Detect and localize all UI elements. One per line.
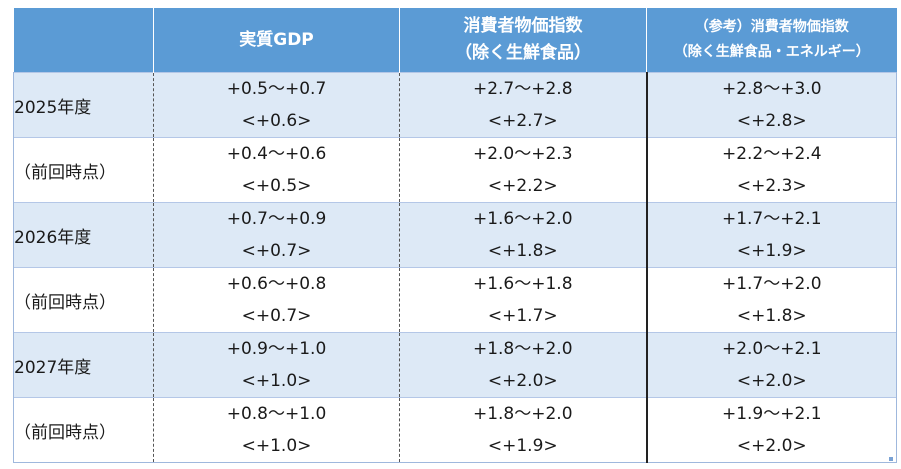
- core-cpi-range: +2.8～+3.0: [721, 79, 822, 99]
- cpi-cell: +2.0～+2.3 <+2.2>: [399, 137, 647, 203]
- row-label: （前回時点）: [13, 267, 154, 333]
- table-row: 2025年度 +0.5～+0.7 <+0.6> +2.7～+2.8 <+2.7>…: [13, 72, 897, 138]
- cpi-median: <+2.2>: [487, 176, 558, 196]
- header-real-gdp-label: 実質GDP: [239, 29, 314, 50]
- cpi-median: <+1.9>: [487, 436, 558, 456]
- gdp-range: +0.8～+1.0: [226, 404, 327, 424]
- cpi-cell: +2.7～+2.8 <+2.7>: [399, 72, 647, 138]
- core-cpi-cell: +2.2～+2.4 <+2.3>: [645, 137, 897, 203]
- cpi-median: <+1.7>: [487, 306, 558, 326]
- core-cpi-median: <+1.9>: [736, 241, 807, 261]
- table-row: （前回時点） +0.6～+0.8 <+0.7> +1.6～+1.8 <+1.7>…: [13, 267, 897, 333]
- table-row: 2027年度 +0.9～+1.0 <+1.0> +1.8～+2.0 <+2.0>…: [13, 332, 897, 398]
- header-real-gdp: 実質GDP: [153, 8, 400, 73]
- core-cpi-median: <+1.8>: [736, 306, 807, 326]
- gdp-median: <+0.6>: [241, 111, 312, 131]
- gdp-cell: +0.9～+1.0 <+1.0>: [153, 332, 400, 398]
- core-cpi-range: +1.7～+2.1: [721, 209, 822, 229]
- table-header: 実質GDP 消費者物価指数 （除く生鮮食品） （参考）消費者物価指数 （除く生鮮…: [13, 8, 897, 73]
- core-cpi-range: +1.7～+2.0: [721, 274, 822, 294]
- cpi-range: +1.6～+2.0: [472, 209, 573, 229]
- cpi-cell: +1.8～+2.0 <+1.9>: [399, 397, 647, 463]
- core-cpi-range: +2.2～+2.4: [721, 144, 822, 164]
- cpi-cell: +1.8～+2.0 <+2.0>: [399, 332, 647, 398]
- gdp-median: <+0.7>: [241, 306, 312, 326]
- gdp-cell: +0.5～+0.7 <+0.6>: [153, 72, 400, 138]
- row-label: 2025年度: [13, 72, 154, 138]
- gdp-range: +0.6～+0.8: [226, 274, 327, 294]
- forecast-table: 実質GDP 消費者物価指数 （除く生鮮食品） （参考）消費者物価指数 （除く生鮮…: [13, 8, 897, 463]
- cpi-cell: +1.6～+2.0 <+1.8>: [399, 202, 647, 268]
- header-row: 実質GDP 消費者物価指数 （除く生鮮食品） （参考）消費者物価指数 （除く生鮮…: [13, 8, 897, 73]
- core-cpi-median: <+2.8>: [736, 111, 807, 131]
- core-cpi-median: <+2.3>: [736, 176, 807, 196]
- core-cpi-median: <+2.0>: [736, 371, 807, 391]
- cpi-cell: +1.6～+1.8 <+1.7>: [399, 267, 647, 333]
- core-cpi-cell: +1.7～+2.0 <+1.8>: [645, 267, 897, 333]
- core-cpi-cell: +2.8～+3.0 <+2.8>: [645, 72, 897, 138]
- header-corner: [13, 8, 154, 73]
- header-cpi: 消費者物価指数 （除く生鮮食品）: [399, 8, 647, 73]
- core-cpi-median: <+2.0>: [736, 436, 807, 456]
- gdp-cell: +0.8～+1.0 <+1.0>: [153, 397, 400, 463]
- core-cpi-cell: +1.9～+2.1 <+2.0>: [645, 397, 897, 463]
- cpi-median: <+2.7>: [487, 111, 558, 131]
- gdp-range: +0.7～+0.9: [226, 209, 327, 229]
- table-row: （前回時点） +0.4～+0.6 <+0.5> +2.0～+2.3 <+2.2>…: [13, 137, 897, 203]
- gdp-median: <+1.0>: [241, 436, 312, 456]
- gdp-range: +0.9～+1.0: [226, 339, 327, 359]
- gdp-median: <+0.7>: [241, 241, 312, 261]
- gdp-median: <+1.0>: [241, 371, 312, 391]
- gdp-cell: +0.7～+0.9 <+0.7>: [153, 202, 400, 268]
- header-core-cpi-line2: （除く生鮮食品・エネルギー）: [673, 44, 870, 60]
- row-label: 2027年度: [13, 332, 154, 398]
- gdp-range: +0.5～+0.7: [226, 79, 327, 99]
- core-cpi-range: +2.0～+2.1: [721, 339, 822, 359]
- gdp-cell: +0.6～+0.8 <+0.7>: [153, 267, 400, 333]
- resize-handle-mark: [889, 457, 893, 461]
- table-body: 2025年度 +0.5～+0.7 <+0.6> +2.7～+2.8 <+2.7>…: [13, 72, 897, 463]
- row-label: （前回時点）: [13, 397, 154, 463]
- table-row: 2026年度 +0.7～+0.9 <+0.7> +1.6～+2.0 <+1.8>…: [13, 202, 897, 268]
- core-cpi-range: +1.9～+2.1: [721, 404, 822, 424]
- header-core-cpi: （参考）消費者物価指数 （除く生鮮食品・エネルギー）: [646, 8, 897, 73]
- cpi-median: <+1.8>: [487, 241, 558, 261]
- header-core-cpi-line1: （参考）消費者物価指数: [694, 19, 849, 35]
- cpi-range: +2.7～+2.8: [472, 79, 573, 99]
- core-cpi-cell: +1.7～+2.1 <+1.9>: [645, 202, 897, 268]
- gdp-cell: +0.4～+0.6 <+0.5>: [153, 137, 400, 203]
- cpi-range: +1.8～+2.0: [472, 404, 573, 424]
- header-cpi-line1: 消費者物価指数: [463, 16, 583, 36]
- cpi-range: +1.8～+2.0: [472, 339, 573, 359]
- row-label: （前回時点）: [13, 137, 154, 203]
- cpi-range: +1.6～+1.8: [472, 274, 573, 294]
- cpi-median: <+2.0>: [487, 371, 558, 391]
- table-row: （前回時点） +0.8～+1.0 <+1.0> +1.8～+2.0 <+1.9>…: [13, 397, 897, 463]
- gdp-range: +0.4～+0.6: [226, 144, 327, 164]
- header-cpi-line2: （除く生鮮食品）: [455, 43, 591, 63]
- core-cpi-cell: +2.0～+2.1 <+2.0>: [645, 332, 897, 398]
- gdp-median: <+0.5>: [241, 176, 312, 196]
- cpi-range: +2.0～+2.3: [472, 144, 573, 164]
- row-label: 2026年度: [13, 202, 154, 268]
